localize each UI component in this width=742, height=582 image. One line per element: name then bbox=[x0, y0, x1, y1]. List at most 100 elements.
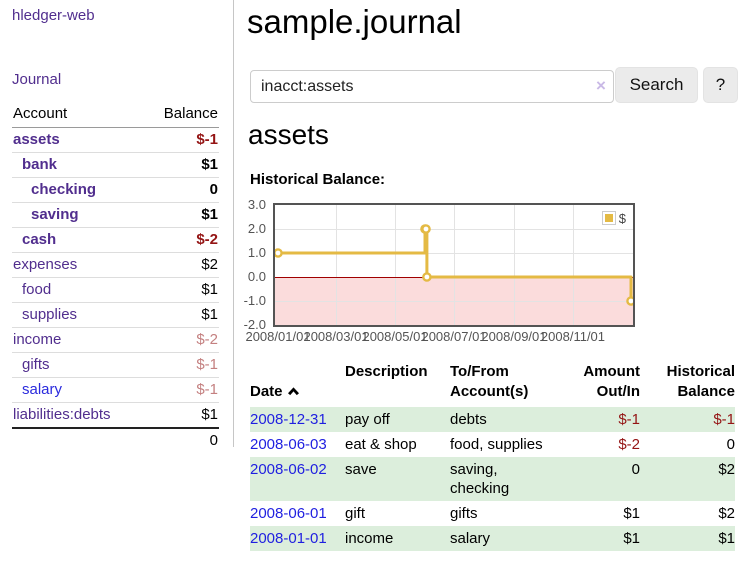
chart-legend: $ bbox=[599, 210, 628, 226]
account-row: saving $1 bbox=[12, 202, 219, 228]
transaction-date-link[interactable]: 2008-06-03 bbox=[250, 436, 327, 453]
account-balance: $1 bbox=[144, 202, 219, 228]
account-balance: $2 bbox=[144, 252, 219, 278]
accounts-header-account: Account bbox=[12, 103, 145, 128]
x-tick-label: 2008/09/01 bbox=[481, 329, 547, 344]
transaction-date-link[interactable]: 2008-06-01 bbox=[250, 505, 327, 522]
accounts-total-row: 0 bbox=[12, 427, 219, 453]
sidebar-account-link[interactable]: supplies bbox=[22, 306, 78, 323]
clear-search-icon[interactable]: × bbox=[596, 76, 606, 95]
account-row: checking 0 bbox=[12, 177, 219, 203]
x-tick-label: 2008/11/01 bbox=[540, 329, 606, 344]
transaction-description: income bbox=[345, 530, 394, 547]
sidebar-account-link[interactable]: income bbox=[13, 331, 62, 348]
sidebar-item-journal[interactable]: Journal bbox=[12, 71, 62, 88]
sidebar-account-link[interactable]: food bbox=[22, 281, 52, 298]
chart-heading: Historical Balance: bbox=[250, 171, 386, 188]
account-row: gifts $-1 bbox=[12, 352, 219, 378]
sidebar-account-link[interactable]: expenses bbox=[13, 256, 78, 273]
account-balance: $1 bbox=[144, 302, 219, 328]
register-header-description: Description bbox=[345, 363, 428, 380]
register-row: 2008-12-31 pay off debts $-1 $-1 bbox=[250, 407, 735, 432]
sidebar-account-link[interactable]: cash bbox=[22, 231, 57, 248]
sidebar-account-link[interactable]: gifts bbox=[22, 356, 50, 373]
y-tick-label: 1.0 bbox=[247, 245, 266, 260]
transaction-description: pay off bbox=[345, 411, 390, 428]
account-balance: $-1 bbox=[144, 352, 219, 378]
account-balance: $-1 bbox=[144, 377, 219, 403]
transaction-description: eat & shop bbox=[345, 436, 417, 453]
account-row: food $1 bbox=[12, 277, 219, 303]
transaction-balance: $2 bbox=[718, 461, 735, 478]
account-balance: $1 bbox=[144, 402, 219, 428]
sidebar-divider bbox=[233, 0, 234, 447]
account-balance: $1 bbox=[144, 152, 219, 178]
account-balance: $-2 bbox=[144, 327, 219, 353]
transaction-balance: 0 bbox=[726, 436, 735, 453]
register-row: 2008-01-01 income salary $1 $1 bbox=[250, 526, 735, 551]
chart-plot-area bbox=[275, 205, 633, 325]
transaction-amount: $1 bbox=[623, 530, 640, 547]
sidebar-account-link[interactable]: checking bbox=[31, 181, 97, 198]
x-tick-label: 2008/01/01 bbox=[245, 329, 311, 344]
search-input[interactable] bbox=[250, 70, 614, 103]
register-row: 2008-06-01 gift gifts $1 $2 bbox=[250, 501, 735, 526]
transaction-balance: $-1 bbox=[713, 411, 735, 428]
y-tick-label: 0.0 bbox=[247, 269, 266, 284]
account-row: expenses $2 bbox=[12, 252, 219, 278]
sort-ascending-icon bbox=[287, 382, 300, 402]
page-title: sample.journal bbox=[247, 3, 462, 40]
transaction-accounts: debts bbox=[450, 411, 487, 428]
transaction-amount: $1 bbox=[623, 505, 640, 522]
register-table: Date Description To/From Account(s) Amou… bbox=[250, 360, 735, 551]
data-point-marker bbox=[275, 248, 283, 258]
accounts-header-balance: Balance bbox=[144, 103, 219, 128]
sidebar-account-link[interactable]: saving bbox=[31, 206, 79, 223]
account-row: bank $1 bbox=[12, 152, 219, 178]
help-button[interactable]: ? bbox=[703, 67, 738, 103]
transaction-balance: $2 bbox=[718, 505, 735, 522]
account-row: liabilities:debts $1 bbox=[12, 402, 219, 428]
register-header-balance: Historical Balance bbox=[666, 363, 735, 400]
account-heading: assets bbox=[248, 119, 329, 150]
account-row: assets $-1 bbox=[12, 128, 219, 153]
brand-link[interactable]: hledger-web bbox=[12, 7, 95, 24]
transaction-date-link[interactable]: 2008-12-31 bbox=[250, 411, 327, 428]
sidebar-account-link[interactable]: liabilities:debts bbox=[13, 406, 111, 423]
transaction-accounts: saving, checking bbox=[450, 461, 510, 497]
transaction-amount: 0 bbox=[631, 461, 640, 478]
transaction-date-link[interactable]: 2008-06-02 bbox=[250, 461, 327, 478]
x-tick-label: 2008/07/01 bbox=[421, 329, 487, 344]
data-point-marker bbox=[421, 224, 431, 234]
transaction-accounts: salary bbox=[450, 530, 491, 547]
register-header-amount: Amount Out/In bbox=[583, 363, 640, 400]
account-balance: $-1 bbox=[196, 131, 218, 148]
legend-label: $ bbox=[618, 210, 626, 226]
accounts-total-balance: 0 bbox=[144, 427, 219, 453]
register-header-accounts: To/From Account(s) bbox=[450, 363, 529, 400]
account-balance: $1 bbox=[144, 277, 219, 303]
data-point-marker bbox=[422, 272, 432, 282]
transaction-balance: $1 bbox=[718, 530, 735, 547]
sidebar-account-link[interactable]: bank bbox=[22, 156, 58, 173]
account-balance: 0 bbox=[144, 177, 219, 203]
search-button[interactable]: Search bbox=[615, 67, 698, 103]
balance-chart: $ bbox=[273, 203, 635, 327]
register-row: 2008-06-03 eat & shop food, supplies $-2 0 bbox=[250, 432, 735, 457]
transaction-accounts: gifts bbox=[450, 505, 478, 522]
sidebar-account-link[interactable]: salary bbox=[22, 381, 63, 398]
y-tick-label: 2.0 bbox=[247, 221, 266, 236]
transaction-amount: $-2 bbox=[618, 436, 640, 453]
y-tick-label: 3.0 bbox=[247, 197, 266, 212]
register-row: 2008-06-02 save saving, checking 0 $2 bbox=[250, 457, 735, 501]
account-row: cash $-2 bbox=[12, 227, 219, 253]
sidebar-account-link[interactable]: assets bbox=[13, 131, 60, 148]
transaction-accounts: food, supplies bbox=[450, 436, 543, 453]
transaction-amount: $-1 bbox=[618, 411, 640, 428]
y-tick-label: -2.0 bbox=[243, 317, 266, 332]
accounts-table: Account Balance assets $-1 bank $1 checking 0… bbox=[12, 103, 219, 453]
transaction-date-link[interactable]: 2008-01-01 bbox=[250, 530, 327, 547]
y-tick-label: -1.0 bbox=[243, 293, 266, 308]
register-header-date[interactable]: Date bbox=[250, 360, 345, 407]
